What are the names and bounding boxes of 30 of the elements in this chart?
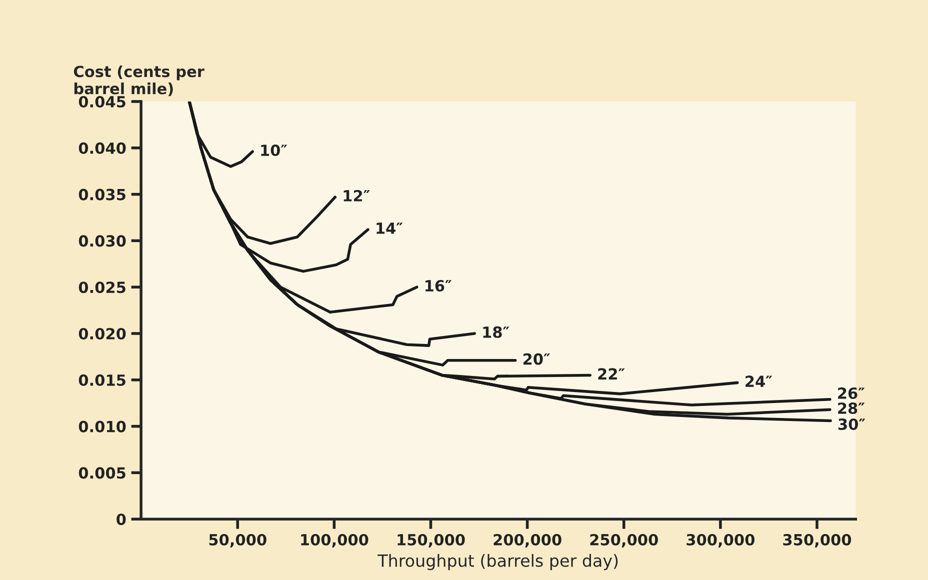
series-label: 20″ xyxy=(523,353,550,365)
y-tick-label: 0 xyxy=(116,514,126,526)
series-label: 26″ xyxy=(838,387,865,399)
y-tick-label: 0.010 xyxy=(78,420,126,432)
series-label: 22″ xyxy=(598,368,625,380)
x-tick-label: 150,000 xyxy=(398,534,465,548)
y-tick-label: 0.025 xyxy=(78,282,126,294)
series-label: 30″ xyxy=(838,418,866,430)
x-tick-label: 200,000 xyxy=(494,534,562,548)
x-tick-label: 350,000 xyxy=(783,534,852,548)
x-tick-label: 300,000 xyxy=(686,534,754,548)
series-label: 18″ xyxy=(483,326,510,338)
series-label: 12″ xyxy=(344,190,370,202)
y-tick-label: 0.045 xyxy=(78,96,126,108)
y-tick-label: 0.005 xyxy=(78,467,126,479)
x-tick-label: 250,000 xyxy=(590,534,658,548)
series-label: 10″ xyxy=(261,144,288,156)
y-tick-label: 0.030 xyxy=(78,235,126,247)
y-tick-label: 0.040 xyxy=(78,142,126,154)
y-axis-title: Cost (cents per barrel mile) xyxy=(74,65,204,96)
y-tick-label: 0.020 xyxy=(78,328,126,340)
x-tick-label: 50,000 xyxy=(209,534,266,548)
series-label: 28″ xyxy=(838,402,865,414)
y-tick-label: 0.015 xyxy=(78,374,126,386)
x-axis-title: Throughput (barrels per day) xyxy=(378,554,618,570)
y-tick-label: 0.035 xyxy=(78,188,126,200)
x-tick-label: 100,000 xyxy=(301,534,368,548)
series-label: 16″ xyxy=(426,280,452,292)
series-label: 14″ xyxy=(376,222,403,234)
series-label: 24″ xyxy=(746,376,772,387)
